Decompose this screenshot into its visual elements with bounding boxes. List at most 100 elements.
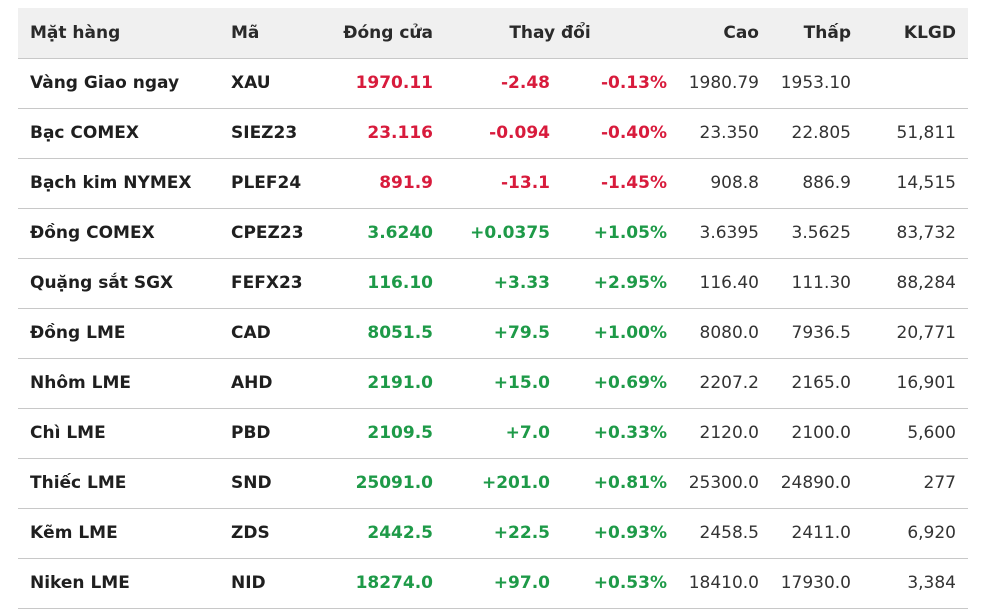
header-close: Đóng cửa (331, 8, 433, 59)
percent-change: +1.05% (550, 208, 667, 259)
commodity-code: SIEZ23 (231, 108, 331, 159)
close-price: 18274.0 (331, 558, 433, 609)
commodity-name: Kẽm LME (18, 508, 231, 559)
close-price: 1970.11 (331, 58, 433, 109)
table-row: Chì LME PBD 2109.5 +7.0 +0.33% 2120.0 2100.0 5,… (18, 408, 968, 459)
low-price: 2411.0 (759, 508, 851, 559)
header-change: Thay đổi (433, 8, 667, 59)
percent-change: +0.93% (550, 508, 667, 559)
low-price: 24890.0 (759, 458, 851, 509)
trading-volume: 20,771 (851, 308, 968, 359)
commodity-name: Niken LME (18, 558, 231, 609)
high-price: 2207.2 (667, 358, 759, 409)
commodity-code: NID (231, 558, 331, 609)
table-row: Niken LME NID 18274.0 +97.0 +0.53% 18410.0 179… (18, 558, 968, 609)
price-change: +3.33 (433, 258, 550, 309)
high-price: 2120.0 (667, 408, 759, 459)
table-row: Kẽm LME ZDS 2442.5 +22.5 +0.93% 2458.5 2411.0 6… (18, 508, 968, 559)
commodity-price-table: Mặt hàng Mã Đóng cửa Thay đổi Cao Thấp K… (18, 8, 968, 609)
table-header: Mặt hàng Mã Đóng cửa Thay đổi Cao Thấp K… (18, 8, 968, 59)
header-row: Mặt hàng Mã Đóng cửa Thay đổi Cao Thấp K… (18, 8, 968, 59)
commodity-name: Đồng LME (18, 308, 231, 359)
commodity-code: ZDS (231, 508, 331, 559)
trading-volume: 51,811 (851, 108, 968, 159)
price-change: -2.48 (433, 58, 550, 109)
commodity-code: SND (231, 458, 331, 509)
header-low: Thấp (759, 8, 851, 59)
low-price: 2100.0 (759, 408, 851, 459)
high-price: 25300.0 (667, 458, 759, 509)
table-row: Đồng LME CAD 8051.5 +79.5 +1.00% 8080.0 7936.5… (18, 308, 968, 359)
trading-volume: 6,920 (851, 508, 968, 559)
table-row: Nhôm LME AHD 2191.0 +15.0 +0.69% 2207.2 2165.0… (18, 358, 968, 409)
commodity-code: CAD (231, 308, 331, 359)
price-change: +15.0 (433, 358, 550, 409)
table-row: Bạc COMEX SIEZ23 23.116 -0.094 -0.40% 23.350 2… (18, 108, 968, 159)
low-price: 1953.10 (759, 58, 851, 109)
high-price: 2458.5 (667, 508, 759, 559)
low-price: 3.5625 (759, 208, 851, 259)
percent-change: +2.95% (550, 258, 667, 309)
commodity-name: Bạc COMEX (18, 108, 231, 159)
price-change: -0.094 (433, 108, 550, 159)
commodity-code: FEFX23 (231, 258, 331, 309)
percent-change: -1.45% (550, 158, 667, 209)
commodity-name: Bạch kim NYMEX (18, 158, 231, 209)
low-price: 111.30 (759, 258, 851, 309)
percent-change: +0.69% (550, 358, 667, 409)
header-name: Mặt hàng (18, 8, 231, 59)
percent-change: +0.53% (550, 558, 667, 609)
table-row: Quặng sắt SGX FEFX23 116.10 +3.33 +2.95% 116.… (18, 258, 968, 309)
price-change: +79.5 (433, 308, 550, 359)
high-price: 116.40 (667, 258, 759, 309)
close-price: 8051.5 (331, 308, 433, 359)
commodity-code: PLEF24 (231, 158, 331, 209)
price-change: +97.0 (433, 558, 550, 609)
low-price: 886.9 (759, 158, 851, 209)
trading-volume: 88,284 (851, 258, 968, 309)
commodity-code: XAU (231, 58, 331, 109)
high-price: 3.6395 (667, 208, 759, 259)
trading-volume: 14,515 (851, 158, 968, 209)
high-price: 908.8 (667, 158, 759, 209)
price-change: +0.0375 (433, 208, 550, 259)
trading-volume (851, 58, 968, 109)
commodity-code: CPEZ23 (231, 208, 331, 259)
commodity-name: Thiếc LME (18, 458, 231, 509)
close-price: 23.116 (331, 108, 433, 159)
trading-volume: 16,901 (851, 358, 968, 409)
percent-change: +1.00% (550, 308, 667, 359)
close-price: 25091.0 (331, 458, 433, 509)
commodity-name: Vàng Giao ngay (18, 58, 231, 109)
header-high: Cao (667, 8, 759, 59)
low-price: 22.805 (759, 108, 851, 159)
low-price: 2165.0 (759, 358, 851, 409)
commodity-code: PBD (231, 408, 331, 459)
table-body: Vàng Giao ngay XAU 1970.11 -2.48 -0.13% 1980.… (18, 58, 968, 609)
percent-change: -0.40% (550, 108, 667, 159)
price-change: +22.5 (433, 508, 550, 559)
percent-change: +0.33% (550, 408, 667, 459)
high-price: 1980.79 (667, 58, 759, 109)
low-price: 17930.0 (759, 558, 851, 609)
percent-change: +0.81% (550, 458, 667, 509)
commodity-name: Quặng sắt SGX (18, 258, 231, 309)
trading-volume: 83,732 (851, 208, 968, 259)
high-price: 18410.0 (667, 558, 759, 609)
table-row: Vàng Giao ngay XAU 1970.11 -2.48 -0.13% 1980.… (18, 58, 968, 109)
trading-volume: 277 (851, 458, 968, 509)
low-price: 7936.5 (759, 308, 851, 359)
price-change: -13.1 (433, 158, 550, 209)
percent-change: -0.13% (550, 58, 667, 109)
price-change: +201.0 (433, 458, 550, 509)
close-price: 2109.5 (331, 408, 433, 459)
commodity-name: Đồng COMEX (18, 208, 231, 259)
close-price: 2442.5 (331, 508, 433, 559)
table-row: Đồng COMEX CPEZ23 3.6240 +0.0375 +1.05% 3.639… (18, 208, 968, 259)
high-price: 8080.0 (667, 308, 759, 359)
table-row: Bạch kim NYMEX PLEF24 891.9 -13.1 -1.45% 908.… (18, 158, 968, 209)
header-volume: KLGD (851, 8, 968, 59)
high-price: 23.350 (667, 108, 759, 159)
commodity-table-container: Mặt hàng Mã Đóng cửa Thay đổi Cao Thấp K… (18, 8, 968, 609)
commodity-name: Nhôm LME (18, 358, 231, 409)
